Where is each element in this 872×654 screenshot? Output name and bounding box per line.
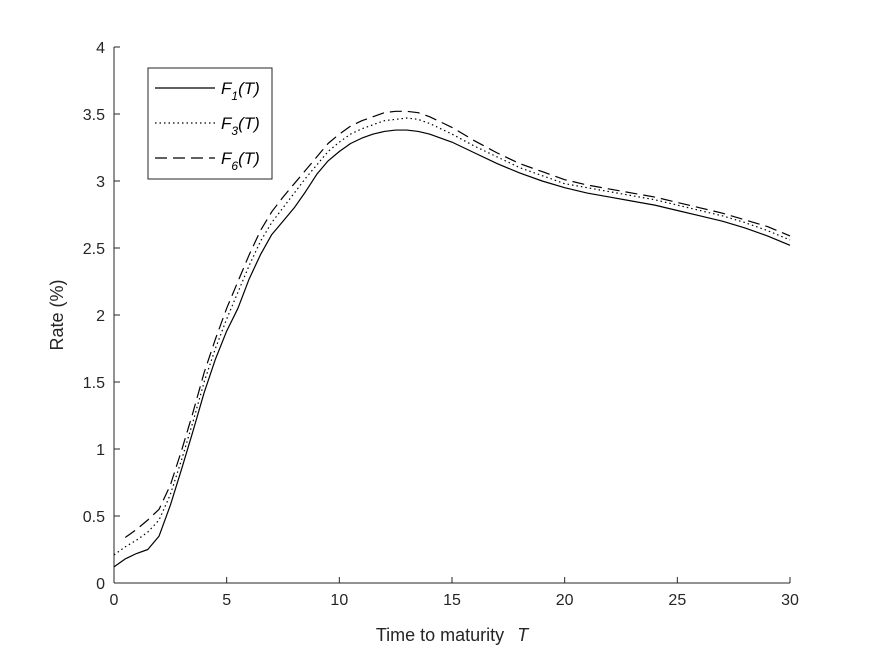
x-tick-label: 25	[668, 592, 686, 609]
x-tick-label: 0	[110, 592, 119, 609]
x-tick-label: 5	[222, 592, 231, 609]
y-tick-label: 0	[96, 576, 105, 593]
x-tick-label: 10	[330, 592, 348, 609]
y-tick-label: 0.5	[83, 509, 105, 526]
y-tick-label: 1	[96, 442, 105, 459]
legend: F1(T) F3(T) F6(T)	[147, 67, 273, 180]
legend-label: F6(T)	[221, 149, 260, 173]
y-tick-label: 1.5	[83, 375, 105, 392]
x-axis-label: Time to maturity T	[376, 625, 530, 645]
y-tick-label: 3.5	[83, 107, 105, 124]
y-tick-label: 4	[96, 40, 105, 57]
legend-label: F1(T)	[221, 79, 260, 103]
series-line-1	[113, 129, 791, 568]
y-axis-label: Rate (%)	[47, 279, 67, 350]
x-tick-label: 20	[556, 592, 574, 609]
axes: 0 5 10 15 20 25 30 0 0.5 1 1.5 2 2.5 3 3.5 4	[83, 40, 799, 609]
series-line-6	[124, 110, 791, 538]
legend-label: F3(T)	[221, 114, 260, 138]
y-tick-label: 2.5	[83, 241, 105, 258]
x-axis-label-text: Time to maturity	[376, 625, 504, 645]
series-layer	[113, 110, 791, 568]
y-tick-label: 3	[96, 174, 105, 191]
y-tick-label: 2	[96, 308, 105, 325]
x-axis-label-symbol: T	[517, 625, 530, 645]
x-tick-label: 30	[781, 592, 799, 609]
x-tick-label: 15	[443, 592, 461, 609]
